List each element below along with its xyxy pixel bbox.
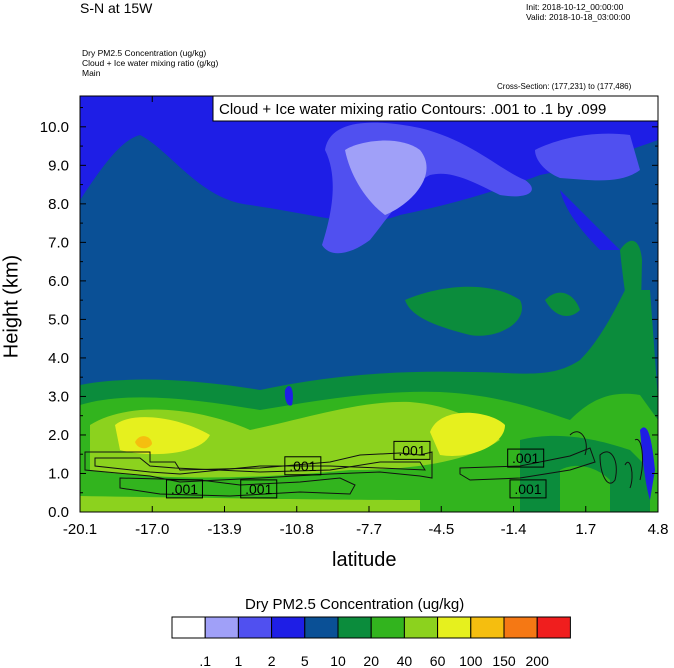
colorbar-swatch <box>370 616 405 639</box>
y-axis-label: Height (km) <box>0 254 23 359</box>
contour-label-text: .001 <box>289 458 316 474</box>
y-tick-label: 9.0 <box>48 157 69 174</box>
x-tick-label: -7.7 <box>356 521 382 538</box>
x-tick-label: 1.7 <box>575 521 596 538</box>
contour-label-box <box>507 448 545 468</box>
contour-label-text: .001 <box>398 442 425 458</box>
colorbar-level-label: 1 <box>235 653 243 668</box>
contour-label: .001 <box>284 456 322 476</box>
colorbar: .1 1 2 5 10 20 40 60 100 150 200 <box>171 616 571 668</box>
colorbar-level-label: 60 <box>430 653 446 668</box>
region-green-blob <box>405 286 522 336</box>
contour-label-box <box>509 479 547 499</box>
field-cloud: Cloud + Ice water mixing ratio (g/kg) <box>82 58 219 68</box>
y-tick-label: 5.0 <box>48 311 69 328</box>
y-tick-label: 1.0 <box>48 465 69 482</box>
colorbar-level-label: 20 <box>363 653 379 668</box>
y-tick-label: 2.0 <box>48 427 69 444</box>
x-tick-label: -17.0 <box>135 521 169 538</box>
x-tick-label: 4.8 <box>648 521 669 538</box>
contour-label-box <box>284 456 322 476</box>
y-axis: 0.0 1.0 2.0 3.0 4.0 5.0 6.0 7.0 8.0 9.0 10.0 <box>40 107 658 521</box>
colorbar-swatch <box>470 616 505 639</box>
colorbar-level-label: 150 <box>492 653 516 668</box>
colorbar-swatch <box>503 616 538 639</box>
y-tick-label: 4.0 <box>48 350 69 367</box>
y-tick-label: 0.0 <box>48 504 69 521</box>
x-axis-label: latitude <box>332 549 397 571</box>
x-tick-label: -13.9 <box>207 521 241 538</box>
x-tick-label: -4.5 <box>428 521 454 538</box>
contour-label: .001 <box>165 479 203 499</box>
colorbar-swatch <box>171 616 206 639</box>
region-orange <box>135 436 152 449</box>
x-tick-label: -10.8 <box>280 521 314 538</box>
contour-label: .001 <box>507 448 545 468</box>
contour-label-text: .001 <box>171 481 198 497</box>
valid-time: Valid: 2018-10-18_03:00:00 <box>526 12 631 22</box>
contour-labels: .001 .001 .001 .001 .001 .001 <box>165 440 547 499</box>
cloud-contours <box>84 431 643 497</box>
x-tick-label: -20.1 <box>63 521 97 538</box>
colorbar-level-label: 100 <box>459 653 483 668</box>
colorbar-level-label: .1 <box>199 653 211 668</box>
y-tick-label: 6.0 <box>48 273 69 290</box>
contour-label-box <box>165 479 203 499</box>
contour-info-box: Cloud + Ice water mixing ratio Contours:… <box>212 95 659 122</box>
field-pm25: Dry PM2.5 Concentration (ug/kg) <box>82 48 207 58</box>
colorbar-swatch <box>536 616 571 639</box>
region-light-blue <box>345 140 427 215</box>
x-axis: -20.1 -17.0 -13.9 -10.8 -7.7 -4.5 -1.4 1.7 4.8 <box>63 96 669 538</box>
time-info: Init: 2018-10-12_00:00:00 Valid: 2018-10… <box>526 2 630 22</box>
contour-info-text: Cloud + Ice water mixing ratio Contours:… <box>219 101 606 118</box>
shaded-field <box>80 96 658 512</box>
cross-section-label: Cross-Section: (177,231) to (177,486) <box>497 82 632 91</box>
region-yellow-right <box>430 412 505 456</box>
colorbar-level-label: 2 <box>268 653 276 668</box>
y-tick-label: 3.0 <box>48 388 69 405</box>
colorbar-swatch <box>437 616 472 639</box>
contour-label-text: .001 <box>245 481 272 497</box>
contour-label-text: .001 <box>512 450 539 466</box>
colorbar-swatch <box>304 616 339 639</box>
contour-label: .001 <box>240 479 278 499</box>
colorbar-swatch <box>337 616 372 639</box>
colorbar-level-label: 40 <box>397 653 413 668</box>
colorbar-swatch <box>204 616 239 639</box>
plot-title: S-N at 15W <box>80 0 153 16</box>
contour-label: .001 <box>393 440 431 460</box>
colorbar-level-label: 10 <box>330 653 346 668</box>
colorbar-title: Dry PM2.5 Concentration (ug/kg) <box>245 596 465 613</box>
y-tick-label: 8.0 <box>48 196 69 213</box>
colorbar-swatch <box>271 616 306 639</box>
contour-label-box <box>240 479 278 499</box>
x-tick-label: -1.4 <box>501 521 527 538</box>
colorbar-level-label: 200 <box>526 653 550 668</box>
contour-label-box <box>393 440 431 460</box>
y-tick-label: 10.0 <box>40 119 69 136</box>
init-time: Init: 2018-10-12_00:00:00 <box>526 2 624 12</box>
field-list: Dry PM2.5 Concentration (ug/kg) Cloud + … <box>82 48 218 78</box>
colorbar-level-label: 5 <box>301 653 309 668</box>
field-main: Main <box>82 68 101 78</box>
colorbar-swatch <box>237 616 273 639</box>
contour-label-text: .001 <box>514 481 541 497</box>
colorbar-swatch <box>403 616 439 639</box>
contour-label: .001 <box>509 479 547 499</box>
y-tick-label: 7.0 <box>48 234 69 251</box>
region-yellow-green <box>90 401 500 478</box>
